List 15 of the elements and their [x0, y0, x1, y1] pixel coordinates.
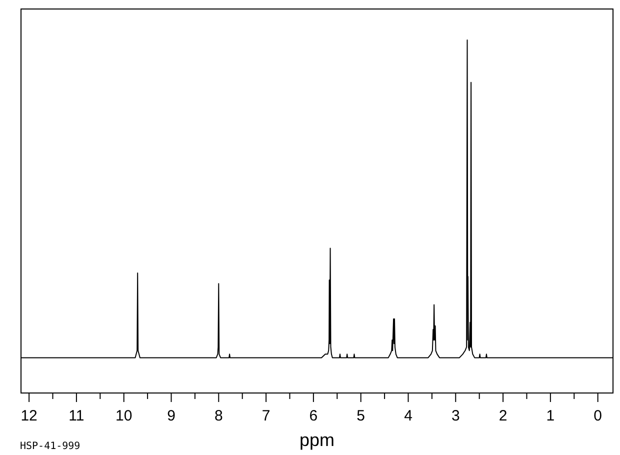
x-tick-label: 7: [262, 408, 270, 425]
x-tick-label: 9: [167, 408, 176, 425]
x-tick-label: 5: [356, 408, 366, 425]
x-tick-label: 8: [214, 408, 223, 425]
x-tick-label: 6: [309, 408, 318, 425]
x-tick-label: 11: [68, 408, 84, 425]
x-tick-label: 0: [594, 408, 602, 425]
text: HSP-41-999: [20, 441, 80, 452]
x-tick-label: 1: [546, 408, 555, 425]
x-tick-label: 4: [404, 408, 412, 425]
x-tick-label: 2: [498, 408, 508, 425]
x-tick-label: 3: [451, 408, 460, 425]
x-axis-title: ppm: [299, 430, 335, 450]
x-tick-label: 10: [116, 408, 132, 425]
x-tick-label: 12: [20, 408, 38, 425]
